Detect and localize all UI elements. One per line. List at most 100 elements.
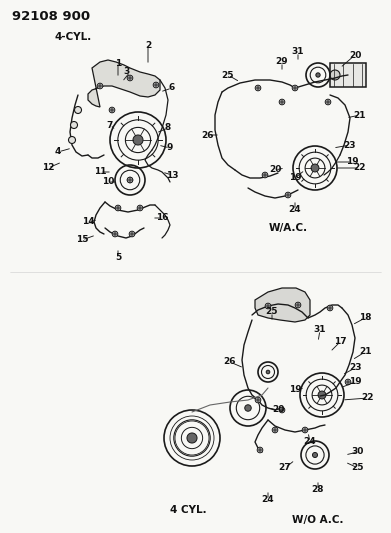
Circle shape <box>155 84 157 86</box>
Circle shape <box>257 399 259 401</box>
Text: 26: 26 <box>224 358 236 367</box>
Text: 21: 21 <box>354 110 366 119</box>
Text: 29: 29 <box>276 58 288 67</box>
Text: 4 CYL.: 4 CYL. <box>170 505 206 515</box>
Circle shape <box>129 179 131 181</box>
Text: 31: 31 <box>292 47 304 56</box>
Text: 16: 16 <box>156 214 168 222</box>
Circle shape <box>257 87 259 89</box>
Circle shape <box>311 164 319 172</box>
Circle shape <box>257 447 263 453</box>
Circle shape <box>281 409 283 411</box>
Circle shape <box>75 107 81 114</box>
Text: 23: 23 <box>344 141 356 149</box>
Text: 10: 10 <box>102 177 114 187</box>
Text: 22: 22 <box>362 393 374 402</box>
Text: 14: 14 <box>82 217 94 227</box>
Circle shape <box>187 433 197 443</box>
Text: 18: 18 <box>359 313 371 322</box>
Circle shape <box>111 109 113 111</box>
Text: 20: 20 <box>269 166 281 174</box>
Circle shape <box>117 207 119 209</box>
Circle shape <box>133 135 143 145</box>
Circle shape <box>327 305 333 311</box>
Text: 22: 22 <box>354 164 366 173</box>
Text: 25: 25 <box>352 464 364 472</box>
Circle shape <box>265 303 271 309</box>
Text: 1: 1 <box>115 59 121 68</box>
Circle shape <box>262 172 268 178</box>
Circle shape <box>137 205 143 211</box>
Text: 24: 24 <box>304 438 316 447</box>
Circle shape <box>312 453 317 457</box>
Bar <box>330 63 366 87</box>
Text: 17: 17 <box>334 337 346 346</box>
Text: 9: 9 <box>167 143 173 152</box>
Circle shape <box>279 99 285 105</box>
Text: 19: 19 <box>289 385 301 394</box>
Text: 8: 8 <box>165 124 171 133</box>
Circle shape <box>255 397 261 403</box>
Circle shape <box>329 306 331 309</box>
Circle shape <box>330 70 340 80</box>
Circle shape <box>274 429 276 431</box>
Circle shape <box>266 370 270 374</box>
Text: 12: 12 <box>42 164 54 173</box>
Circle shape <box>272 427 278 433</box>
Circle shape <box>127 75 133 81</box>
Text: 6: 6 <box>169 84 175 93</box>
Circle shape <box>259 449 261 451</box>
Text: 23: 23 <box>349 364 361 373</box>
Circle shape <box>129 231 135 237</box>
Circle shape <box>267 305 269 307</box>
Text: 2: 2 <box>145 41 151 50</box>
Circle shape <box>325 99 331 105</box>
Circle shape <box>153 82 159 88</box>
Circle shape <box>295 302 301 308</box>
Circle shape <box>297 304 299 306</box>
Text: 19: 19 <box>349 377 361 386</box>
Text: 19: 19 <box>289 174 301 182</box>
Text: 24: 24 <box>262 496 274 505</box>
Text: 25: 25 <box>222 70 234 79</box>
Circle shape <box>255 85 261 91</box>
Circle shape <box>318 391 326 399</box>
Circle shape <box>304 429 306 431</box>
Circle shape <box>302 427 308 433</box>
Text: 20: 20 <box>272 406 284 415</box>
Circle shape <box>279 407 285 413</box>
Text: 15: 15 <box>76 236 88 245</box>
Circle shape <box>97 83 103 89</box>
Circle shape <box>294 87 296 89</box>
Circle shape <box>68 136 75 143</box>
Circle shape <box>316 73 320 77</box>
Circle shape <box>127 177 133 183</box>
Circle shape <box>109 107 115 113</box>
Circle shape <box>112 231 118 237</box>
Text: W/O A.C.: W/O A.C. <box>292 515 344 525</box>
Polygon shape <box>255 288 310 322</box>
Text: 25: 25 <box>266 308 278 317</box>
Polygon shape <box>88 60 160 107</box>
Circle shape <box>114 233 116 235</box>
Text: 30: 30 <box>352 448 364 456</box>
Circle shape <box>264 174 266 176</box>
Text: 24: 24 <box>289 206 301 214</box>
Circle shape <box>347 381 349 383</box>
Circle shape <box>127 177 133 183</box>
Text: 3: 3 <box>124 68 130 77</box>
Text: 4-CYL.: 4-CYL. <box>54 32 91 42</box>
Text: 27: 27 <box>279 464 291 472</box>
Text: 20: 20 <box>349 51 361 60</box>
Circle shape <box>292 85 298 91</box>
Text: W/A.C.: W/A.C. <box>269 223 308 233</box>
Circle shape <box>345 379 351 385</box>
Circle shape <box>139 207 141 209</box>
Circle shape <box>327 101 329 103</box>
Text: 26: 26 <box>202 131 214 140</box>
Circle shape <box>281 101 283 103</box>
Text: 28: 28 <box>312 486 324 495</box>
Circle shape <box>70 122 77 128</box>
Text: 7: 7 <box>107 120 113 130</box>
Circle shape <box>115 205 121 211</box>
